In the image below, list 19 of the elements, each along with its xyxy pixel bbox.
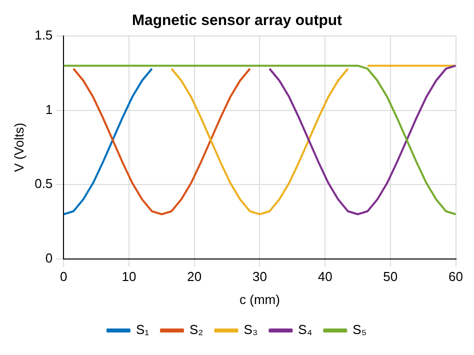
- y-tick-label: 1: [45, 102, 53, 117]
- x-tick-label: 40: [318, 269, 332, 284]
- legend-label: S₂: [189, 322, 204, 338]
- x-tick-label: 20: [187, 269, 202, 284]
- x-tick-label: 50: [383, 269, 398, 284]
- legend-label: S₁: [136, 322, 150, 338]
- x-axis-title: c (mm): [240, 292, 280, 307]
- x-tick-label: 30: [252, 269, 267, 284]
- chart-title: Magnetic sensor array output: [132, 12, 342, 30]
- x-tick-label: 60: [448, 269, 464, 284]
- legend-label: S₅: [352, 322, 367, 338]
- y-axis-title: V (Volts): [11, 122, 26, 172]
- legend-label: S₄: [298, 322, 312, 338]
- x-tick-label: 0: [60, 269, 68, 284]
- legend-label: S₃: [244, 322, 258, 338]
- y-tick-label: 0.5: [34, 176, 53, 192]
- y-tick-label: 1.5: [34, 28, 53, 43]
- y-tick-label: 0: [45, 250, 53, 266]
- x-tick-label: 10: [122, 269, 136, 284]
